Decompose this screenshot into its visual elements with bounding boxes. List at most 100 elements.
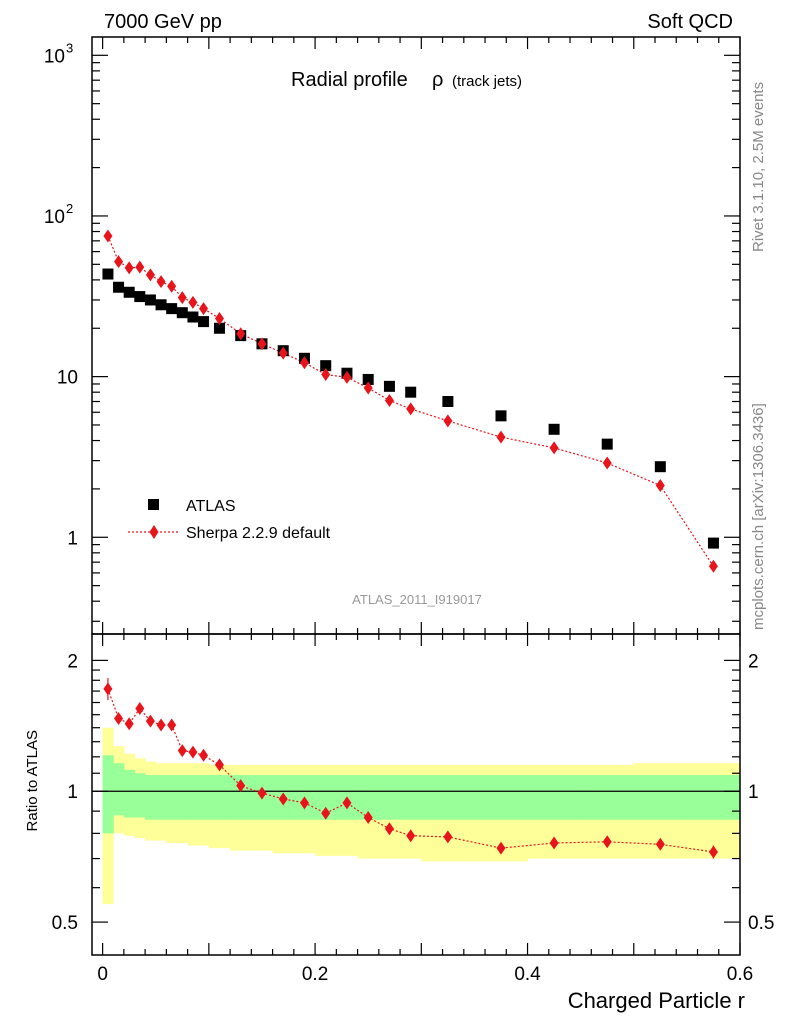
main-frame bbox=[91, 36, 741, 635]
ratio-point bbox=[257, 786, 267, 800]
ratio-point bbox=[299, 796, 309, 810]
ratio-point bbox=[708, 845, 718, 859]
x-tick-label: 0.4 bbox=[514, 964, 541, 985]
ratio-point bbox=[342, 796, 352, 810]
green-band-bin bbox=[686, 774, 741, 820]
atlas-point bbox=[123, 286, 135, 298]
ratio-point bbox=[124, 717, 134, 731]
green-band-bin bbox=[145, 774, 157, 820]
sherpa-point bbox=[363, 381, 373, 395]
atlas-point bbox=[442, 396, 454, 408]
ratio-point bbox=[145, 714, 155, 728]
x-tick-label: 0.2 bbox=[302, 964, 328, 985]
green-band-bin bbox=[166, 774, 178, 820]
y-tick-label: 10 bbox=[44, 46, 65, 67]
sherpa-point bbox=[199, 302, 209, 316]
ratio-point bbox=[156, 718, 166, 732]
atlas-point bbox=[155, 299, 167, 311]
legend-sherpa-label: Sherpa 2.2.9 default bbox=[186, 525, 331, 542]
ratio-point bbox=[278, 792, 288, 806]
sherpa-point bbox=[135, 260, 145, 274]
sherpa-point bbox=[124, 261, 134, 275]
sherpa-point bbox=[342, 370, 352, 384]
legend-atlas-marker bbox=[148, 499, 159, 510]
sherpa-line bbox=[107, 235, 714, 567]
ratio-y-tick-label: 1 bbox=[67, 782, 78, 803]
green-band-bin bbox=[474, 774, 529, 820]
atlas-point bbox=[654, 461, 666, 473]
atlas-point bbox=[548, 423, 560, 435]
ratio-point bbox=[655, 837, 665, 851]
ratio-y-tick-label: 2 bbox=[67, 651, 78, 672]
ratio-point bbox=[236, 779, 246, 793]
ratio-point bbox=[188, 745, 198, 759]
green-band-bin bbox=[421, 774, 475, 820]
y-tick-label: 10 bbox=[44, 207, 65, 228]
ratio-point bbox=[549, 836, 559, 850]
ratio-point bbox=[406, 829, 416, 843]
sherpa-point bbox=[655, 479, 665, 493]
plot-frames bbox=[91, 36, 741, 956]
sherpa-point bbox=[496, 430, 506, 444]
atlas-point bbox=[383, 380, 395, 392]
atlas-point bbox=[144, 294, 156, 306]
ratio-y-tick-label: 0.5 bbox=[52, 913, 78, 934]
green-band-bin bbox=[378, 774, 401, 820]
ratio-frame bbox=[91, 633, 741, 956]
atlas-point bbox=[198, 316, 210, 328]
sherpa-point bbox=[236, 327, 246, 341]
atlas-point bbox=[134, 291, 146, 303]
sherpa-point bbox=[708, 559, 718, 573]
axis-ticks bbox=[92, 37, 741, 955]
sherpa-point bbox=[214, 312, 224, 326]
green-band-bin bbox=[208, 774, 231, 820]
ratio-point bbox=[103, 682, 113, 696]
header-left: 7000 GeV pp bbox=[104, 11, 222, 33]
analysis-tag: ATLAS_2011_I919017 bbox=[352, 592, 482, 607]
ratio-point bbox=[443, 830, 453, 844]
ratio-point bbox=[135, 702, 145, 716]
ratio-point bbox=[214, 758, 224, 772]
green-band-bin bbox=[187, 774, 199, 820]
chart-title-symbol: ρ bbox=[432, 69, 443, 91]
sherpa-point bbox=[443, 414, 453, 428]
green-band-bin bbox=[527, 774, 582, 820]
main-series bbox=[102, 229, 719, 573]
atlas-point bbox=[405, 386, 417, 398]
sherpa-point bbox=[114, 255, 124, 269]
green-band-bin bbox=[155, 774, 167, 820]
atlas-point bbox=[707, 537, 719, 549]
legend-atlas-label: ATLAS bbox=[186, 498, 236, 515]
green-band-bin bbox=[176, 774, 189, 820]
sherpa-point bbox=[406, 402, 416, 416]
ratio-y-tick-label-right: 1 bbox=[748, 782, 759, 803]
green-band-bin bbox=[113, 763, 125, 816]
green-band-bin bbox=[123, 769, 135, 818]
chart-title-suffix: (track jets) bbox=[452, 73, 522, 90]
sherpa-point bbox=[188, 295, 198, 309]
y-tick-label: 10 bbox=[57, 368, 78, 389]
sherpa-point bbox=[384, 394, 394, 408]
green-band-bin bbox=[315, 774, 337, 820]
chart-title-text: Radial profile bbox=[291, 69, 408, 91]
green-band-bin bbox=[633, 774, 688, 820]
legend-sherpa-marker bbox=[149, 525, 159, 539]
header-right: Soft QCD bbox=[647, 11, 733, 33]
sherpa-point bbox=[299, 356, 309, 370]
atlas-point bbox=[102, 268, 114, 280]
sherpa-point bbox=[145, 268, 155, 282]
atlas-point bbox=[176, 307, 188, 319]
rivet-version-label: Rivet 3.1.10, 2.5M events bbox=[750, 82, 767, 252]
ratio-point bbox=[321, 806, 331, 820]
ratio-y-axis-label: Ratio to ATLAS bbox=[24, 730, 41, 831]
chart-title: Radial profile ρ (track jets) bbox=[291, 69, 522, 91]
green-band-bin bbox=[102, 755, 114, 834]
green-band-bin bbox=[400, 774, 422, 820]
sherpa-point bbox=[156, 275, 166, 289]
ratio-point bbox=[496, 841, 506, 855]
ratio-point bbox=[363, 811, 373, 825]
sherpa-point bbox=[103, 229, 113, 243]
ratio-point bbox=[199, 748, 209, 762]
green-band-bin bbox=[357, 774, 380, 820]
